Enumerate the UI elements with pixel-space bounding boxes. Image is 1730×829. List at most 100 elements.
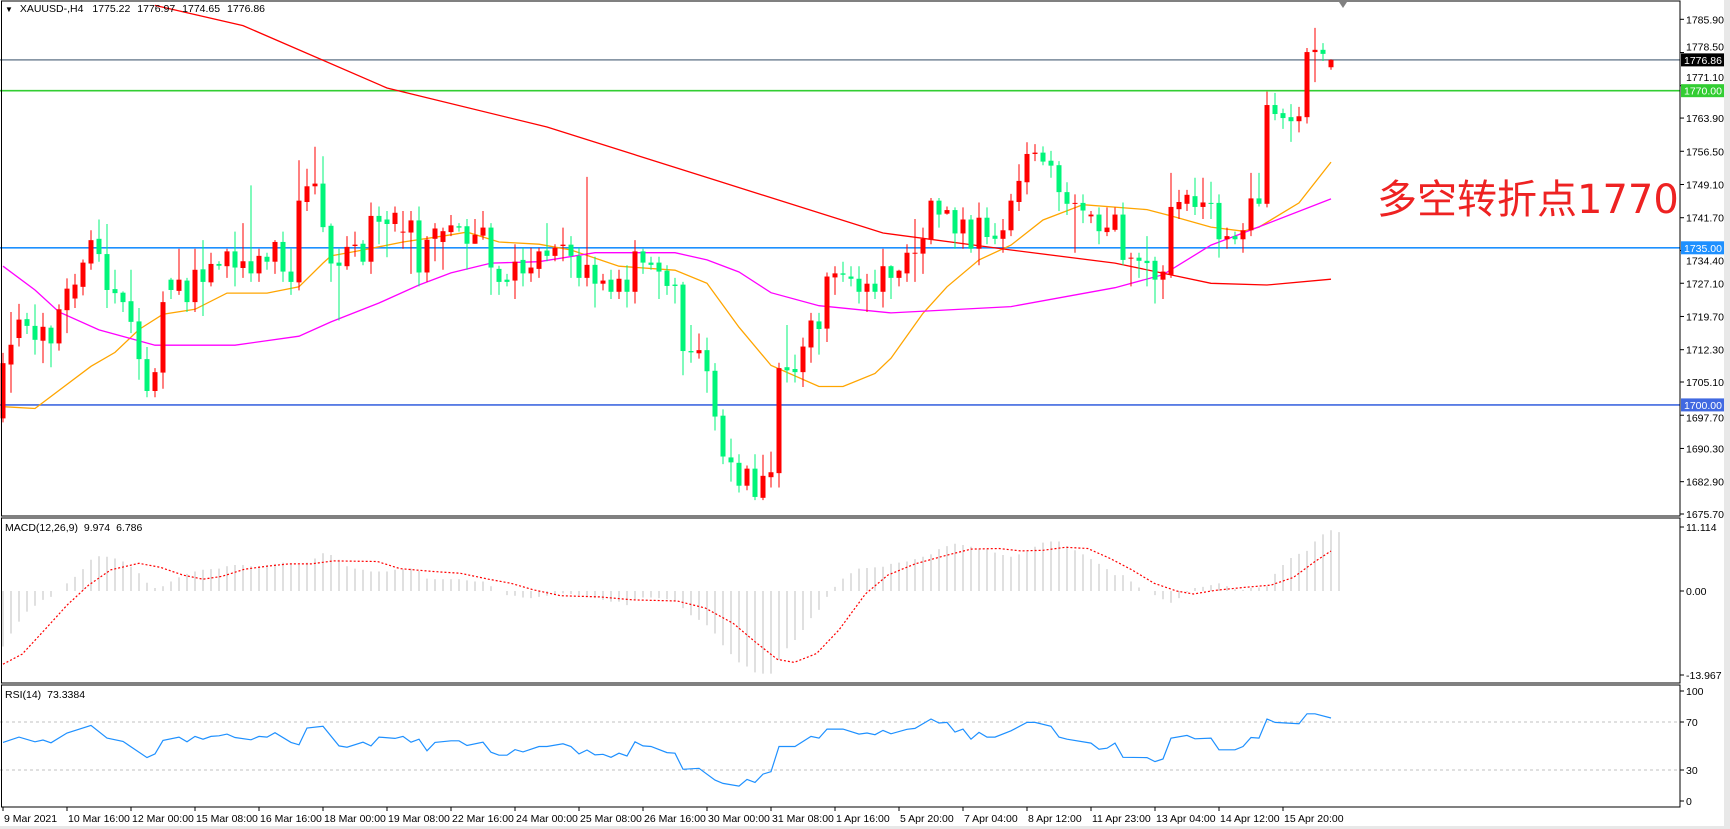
candle <box>848 266 854 287</box>
candle <box>776 362 782 488</box>
candle <box>8 311 14 393</box>
rsi-name: RSI(14) <box>5 689 41 701</box>
candle-body <box>944 210 950 214</box>
candle <box>1136 252 1142 278</box>
time-tick-label: 19 Mar 08:00 <box>388 813 450 825</box>
candle <box>1104 207 1110 237</box>
candle <box>264 252 270 270</box>
rsi-levels <box>0 721 1680 771</box>
candle-body <box>536 251 542 269</box>
candle-body <box>32 325 38 340</box>
candle-body <box>16 319 22 339</box>
candle <box>248 185 254 282</box>
macd-main-value: 9.974 <box>84 522 110 534</box>
candle-body <box>784 367 790 371</box>
candle <box>1168 172 1174 278</box>
price-line-tag: 1770.00 <box>1681 84 1724 98</box>
time-tick-label: 5 Apr 20:00 <box>900 813 954 825</box>
candle <box>904 244 910 282</box>
candle <box>584 176 590 287</box>
candle <box>144 346 150 398</box>
candle <box>16 303 22 347</box>
candle <box>296 160 302 291</box>
candle-body <box>120 292 126 303</box>
candle-body <box>600 280 606 284</box>
candle-body <box>128 301 134 322</box>
candle-body <box>1016 180 1022 203</box>
candle <box>1192 177 1198 216</box>
candle-body <box>1128 257 1134 259</box>
candle-body <box>656 262 662 272</box>
candle-body <box>728 457 734 463</box>
price-line-tag-bg <box>1681 241 1724 255</box>
candle-body <box>760 475 766 498</box>
candle-body <box>1232 236 1238 240</box>
candle <box>472 219 478 244</box>
candle-body <box>1136 257 1142 261</box>
annotation-text: 多空转折点1770 <box>1377 177 1679 223</box>
candle-body <box>920 238 926 254</box>
candle-body <box>152 372 158 391</box>
candle <box>696 333 702 359</box>
candle <box>344 236 350 270</box>
candle <box>592 256 598 308</box>
candle <box>1080 194 1086 224</box>
candle-body <box>1280 113 1286 119</box>
time-tick-label: 12 Mar 00:00 <box>132 813 194 825</box>
candle-body <box>160 302 166 373</box>
candle <box>960 207 966 249</box>
time-tick-label: 7 Apr 04:00 <box>964 813 1018 825</box>
candle-body <box>56 309 62 344</box>
candle-body <box>400 231 406 233</box>
rsi-panel[interactable]: 100 70 30 0 RSI(14) 73.3384 <box>0 686 1704 808</box>
candle-body <box>744 468 750 486</box>
candle-body <box>1080 202 1086 211</box>
candle-body <box>480 227 486 236</box>
candle-body <box>1064 192 1070 204</box>
rsi-polyline <box>2 713 1332 787</box>
candle-body <box>384 219 390 224</box>
macd-tick-label: 0.00 <box>1686 586 1707 598</box>
candle <box>512 244 518 299</box>
candle-body <box>1240 230 1246 240</box>
candle <box>408 210 414 274</box>
candle-body <box>1312 49 1318 53</box>
macd-panel[interactable]: 11.114 0.00 -13.967 MACD(12,26,9) 9.974 6.… <box>2 522 1722 682</box>
symbol-label: XAUUSD-,H4 <box>20 3 84 15</box>
chart-shift-marker-icon[interactable] <box>1339 2 1347 8</box>
candle <box>120 291 126 312</box>
moving-average-line-2 <box>2 198 1332 346</box>
candle-body <box>584 264 590 278</box>
candle <box>1328 59 1334 70</box>
candle-body <box>224 251 230 267</box>
candle <box>416 206 422 287</box>
price-axis: 1785.90 1778.50 1771.10 1763.90 1756.50 1749.… <box>1680 14 1724 521</box>
candle <box>784 325 790 383</box>
candle-body <box>952 210 958 234</box>
window-bottom-edge <box>0 826 1730 829</box>
candle <box>1272 92 1278 121</box>
candle <box>496 265 502 295</box>
candle <box>1096 207 1102 245</box>
candle <box>152 368 158 398</box>
candle <box>1008 193 1014 237</box>
candle-body <box>640 251 646 263</box>
price-line-tag-bg <box>1681 398 1724 412</box>
candle <box>208 252 214 287</box>
high-value: 1776.97 <box>137 3 175 15</box>
candle <box>928 197 934 245</box>
window-edge <box>1724 0 1730 829</box>
candle <box>312 146 318 195</box>
time-tick-label: 31 Mar 08:00 <box>772 813 834 825</box>
candle <box>632 240 638 304</box>
candle <box>192 248 198 312</box>
price-tick-label: 1749.10 <box>1686 179 1724 191</box>
price-panel[interactable]: 多空转折点1770 1785.901778.501771.101763.9017… <box>0 2 1724 521</box>
candle-body <box>512 261 518 281</box>
panel-frame-3 <box>1 684 1681 808</box>
candle <box>232 231 238 287</box>
candle <box>336 248 342 321</box>
candle-body <box>880 266 886 292</box>
